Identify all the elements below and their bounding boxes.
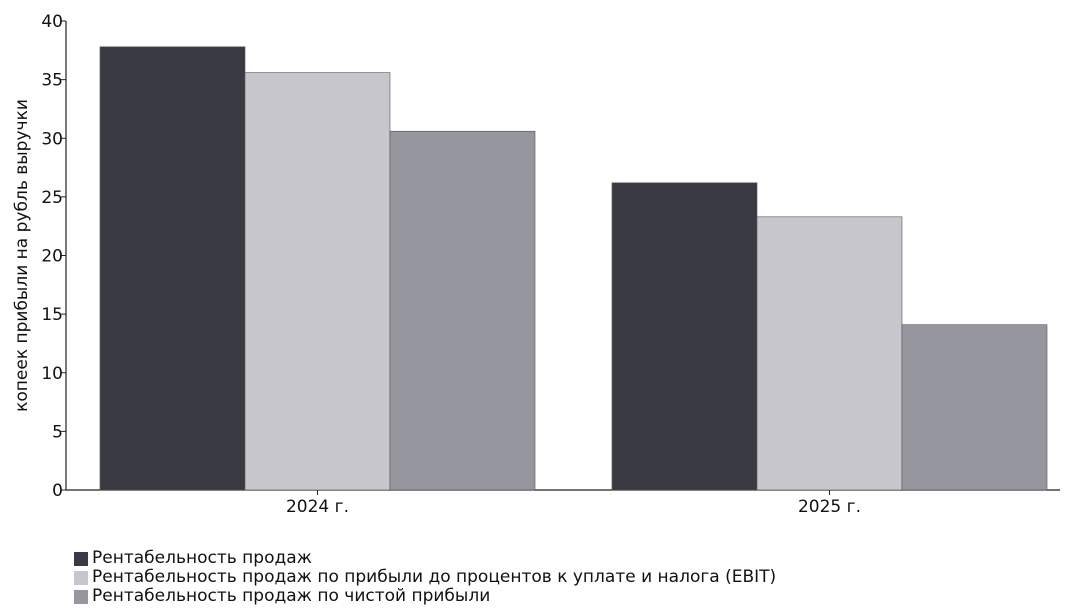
legend-label: Рентабельность продаж по прибыли до проц… — [92, 567, 777, 587]
y-axis-label: копеек прибыли на рубль выручки — [12, 99, 32, 412]
bar-3-2 — [901, 324, 1048, 491]
bar-2-2 — [756, 216, 903, 491]
y-tick-label: 35 — [41, 71, 63, 91]
bar-1-1 — [99, 46, 246, 491]
bar-3-1 — [389, 130, 536, 491]
legend-label: Рентабельность продаж — [92, 548, 312, 568]
chart-bars — [99, 46, 1048, 491]
x-category-label: 2024 г. — [286, 497, 349, 517]
legend-item: Рентабельность продаж — [74, 549, 776, 568]
bar-1-2 — [611, 182, 758, 491]
legend-swatch — [74, 570, 88, 585]
legend-swatch — [74, 589, 88, 604]
y-tick-label: 5 — [52, 422, 63, 442]
legend-item: Рентабельность продаж по чистой прибыли — [74, 587, 776, 606]
bar-2-1 — [244, 72, 391, 491]
y-tick-label: 10 — [41, 364, 63, 384]
legend-label: Рентабельность продаж по чистой прибыли — [92, 586, 491, 606]
y-tick-label: 30 — [41, 129, 63, 149]
chart-labels: 0 5 10 15 20 25 30 35 40 копеек прибыли на рубль … — [12, 12, 861, 517]
y-tick-label: 0 — [52, 481, 63, 501]
y-tick-label: 15 — [41, 305, 63, 325]
y-tick-label: 20 — [41, 247, 63, 267]
x-category-label: 2025 г. — [798, 497, 861, 517]
chart-legend: Рентабельность продаж Рентабельность прод… — [74, 549, 776, 606]
legend-swatch — [74, 551, 88, 566]
legend-item: Рентабельность продаж по прибыли до проц… — [74, 568, 776, 587]
y-tick-label: 25 — [41, 188, 63, 208]
y-tick-label: 40 — [41, 12, 63, 32]
bar-chart: 0 5 10 15 20 25 30 35 40 копеек прибыли на рубль … — [12, 12, 1060, 517]
